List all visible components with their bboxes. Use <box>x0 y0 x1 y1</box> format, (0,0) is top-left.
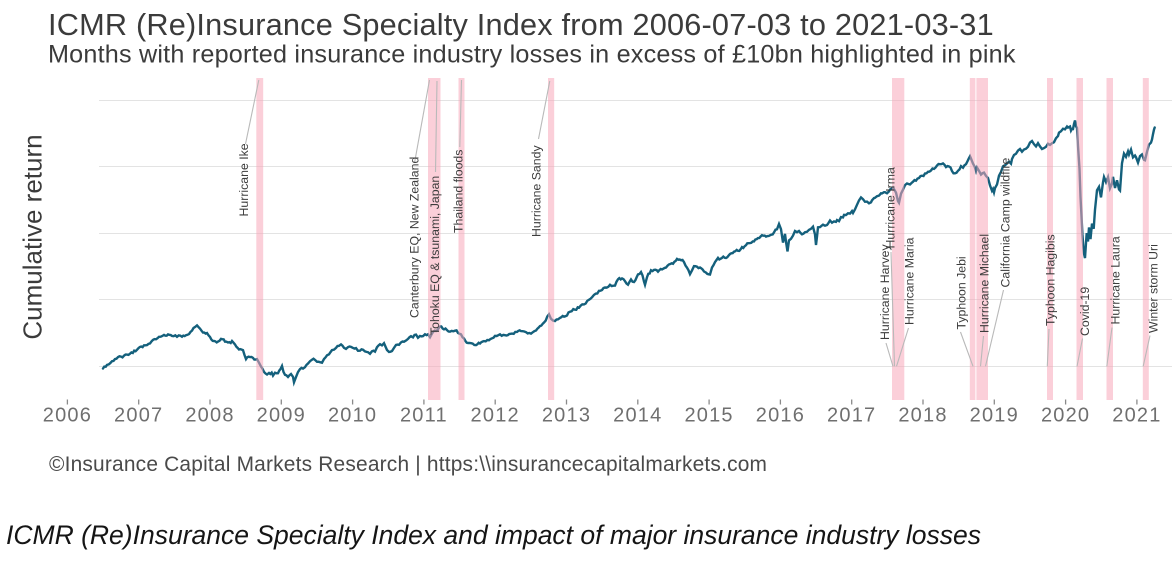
svg-text:California Camp wildfire: California Camp wildfire <box>999 157 1013 287</box>
svg-text:©Insurance Capital Markets Res: ©Insurance Capital Markets Research | ht… <box>49 453 767 476</box>
svg-text:Cumulative return: Cumulative return <box>18 134 48 339</box>
svg-text:Tohoku EQ & tsunami, Japan: Tohoku EQ & tsunami, Japan <box>428 176 442 335</box>
svg-text:ICMR (Re)Insurance Specialty I: ICMR (Re)Insurance Specialty Index from … <box>48 7 994 42</box>
svg-text:2006: 2006 <box>43 405 92 427</box>
svg-text:2012: 2012 <box>471 405 520 427</box>
svg-text:2009: 2009 <box>257 405 306 427</box>
svg-text:Hurricane Laura: Hurricane Laura <box>1108 236 1122 324</box>
svg-text:2010: 2010 <box>328 405 377 427</box>
svg-text:Covid-19: Covid-19 <box>1078 287 1092 336</box>
svg-text:2020: 2020 <box>1041 405 1090 427</box>
svg-text:Hurricane Sandy: Hurricane Sandy <box>530 145 544 237</box>
svg-text:Thailand floods: Thailand floods <box>451 150 465 233</box>
svg-text:2017: 2017 <box>827 405 876 427</box>
svg-text:2011: 2011 <box>400 405 448 427</box>
svg-text:2015: 2015 <box>684 405 733 427</box>
svg-text:2008: 2008 <box>185 405 234 427</box>
svg-text:2013: 2013 <box>542 405 591 427</box>
svg-text:Months with reported insurance: Months with reported insurance industry … <box>48 41 1016 69</box>
svg-text:ICMR (Re)Insurance Specialty I: ICMR (Re)Insurance Specialty Index and i… <box>6 520 981 550</box>
svg-text:Typhoon Hagibis: Typhoon Hagibis <box>1044 234 1058 326</box>
svg-text:2018: 2018 <box>898 405 947 427</box>
svg-text:2021: 2021 <box>1112 405 1161 427</box>
svg-text:Canterbury EQ, New Zealand: Canterbury EQ, New Zealand <box>408 157 422 318</box>
svg-text:2016: 2016 <box>756 405 805 427</box>
svg-text:Hurricane Irma: Hurricane Irma <box>884 167 898 248</box>
svg-text:2019: 2019 <box>970 405 1019 427</box>
svg-text:Hurricane Harvey: Hurricane Harvey <box>878 243 892 340</box>
svg-text:Hurricane Michael: Hurricane Michael <box>978 234 992 333</box>
svg-text:Winter storm Uri: Winter storm Uri <box>1146 244 1160 333</box>
svg-text:Hurricane Maria: Hurricane Maria <box>903 237 917 325</box>
svg-text:Hurricane Ike: Hurricane Ike <box>237 143 251 216</box>
svg-text:Typhoon Jebi: Typhoon Jebi <box>955 256 969 329</box>
svg-text:2014: 2014 <box>613 405 662 427</box>
svg-text:2007: 2007 <box>114 405 163 427</box>
